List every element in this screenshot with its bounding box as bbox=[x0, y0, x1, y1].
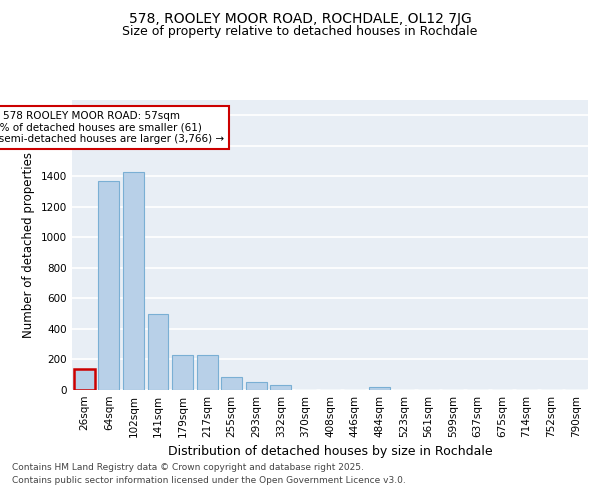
Bar bbox=[197, 355, 218, 390]
Text: Size of property relative to detached houses in Rochdale: Size of property relative to detached ho… bbox=[122, 25, 478, 38]
X-axis label: Distribution of detached houses by size in Rochdale: Distribution of detached houses by size … bbox=[167, 446, 493, 458]
Text: 578, ROOLEY MOOR ROAD, ROCHDALE, OL12 7JG: 578, ROOLEY MOOR ROAD, ROCHDALE, OL12 7J… bbox=[128, 12, 472, 26]
Bar bbox=[98, 181, 119, 390]
Bar bbox=[148, 314, 169, 390]
Bar bbox=[172, 355, 193, 390]
Text: Contains public sector information licensed under the Open Government Licence v3: Contains public sector information licen… bbox=[12, 476, 406, 485]
Bar bbox=[368, 387, 389, 390]
Y-axis label: Number of detached properties: Number of detached properties bbox=[22, 152, 35, 338]
Text: 578 ROOLEY MOOR ROAD: 57sqm
← 2% of detached houses are smaller (61)
98% of semi: 578 ROOLEY MOOR ROAD: 57sqm ← 2% of deta… bbox=[0, 111, 224, 144]
Bar bbox=[74, 368, 95, 390]
Bar bbox=[271, 386, 292, 390]
Bar bbox=[221, 377, 242, 390]
Text: Contains HM Land Registry data © Crown copyright and database right 2025.: Contains HM Land Registry data © Crown c… bbox=[12, 464, 364, 472]
Bar bbox=[123, 172, 144, 390]
Bar bbox=[246, 382, 267, 390]
